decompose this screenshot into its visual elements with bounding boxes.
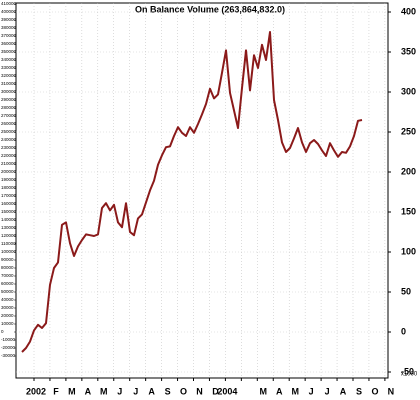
y-tick-label: 150000 xyxy=(1,209,17,214)
y-tick-label: 270000 xyxy=(1,113,17,118)
y2-tick-label: 0 xyxy=(401,326,406,336)
y-tick-label: 320000 xyxy=(1,73,17,78)
y-tick-label: 330000 xyxy=(1,65,17,70)
x-tick-label: J xyxy=(117,386,122,396)
y2-axis-label: x1000 xyxy=(401,372,418,378)
y-tick-label: 40000 xyxy=(1,297,14,302)
y-tick-label: 120000 xyxy=(1,233,17,238)
x-tick-label: M xyxy=(291,386,299,396)
y-tick-label: 220000 xyxy=(1,153,17,158)
y2-tick-label: 200 xyxy=(401,166,416,176)
y-tick-label: 210000 xyxy=(1,161,17,166)
y2-tick-label: 300 xyxy=(401,86,416,96)
y-tick-label: 20000 xyxy=(1,313,14,318)
x-tick-label: S xyxy=(356,386,362,396)
x-tick-label: J xyxy=(133,386,138,396)
y-tick-label: 30000 xyxy=(1,305,14,310)
y-tick-label: 230000 xyxy=(1,145,17,150)
x-tick-label: N xyxy=(196,386,203,396)
y-tick-label: 310000 xyxy=(1,81,17,86)
x-tick-label: O xyxy=(371,386,378,396)
x-tick-label: F xyxy=(53,386,59,396)
y-tick-label: 350000 xyxy=(1,49,17,54)
y-tick-label: 360000 xyxy=(1,41,17,46)
x-tick-label: 2002 xyxy=(26,386,46,396)
y-tick-label: 130000 xyxy=(1,225,17,230)
y-tick-label: 10000 xyxy=(1,321,14,326)
x-tick-label: S xyxy=(165,386,171,396)
x-tick-label: J xyxy=(309,386,314,396)
y-tick-label: 180000 xyxy=(1,185,17,190)
y-tick-label: 80000 xyxy=(1,265,14,270)
x-tick-label: 2004 xyxy=(217,386,237,396)
y-tick-label: 260000 xyxy=(1,121,17,126)
y-tick-label: -20000 xyxy=(1,345,16,350)
data-line xyxy=(21,31,363,353)
x-tick-label: D xyxy=(212,386,219,396)
x-tick-label: N xyxy=(388,386,395,396)
x-tick-label: M xyxy=(100,386,108,396)
x-tick-label: J xyxy=(325,386,330,396)
y2-tick-label: 100 xyxy=(401,246,416,256)
x-tick-label: M xyxy=(260,386,268,396)
y-tick-label: 240000 xyxy=(1,137,17,142)
y-tick-label: 90000 xyxy=(1,257,14,262)
plot-frame xyxy=(15,2,389,379)
y-tick-label: 300000 xyxy=(1,89,17,94)
x-tick-label: M xyxy=(68,386,76,396)
y-tick-label: 70000 xyxy=(1,273,14,278)
y-tick-label: 140000 xyxy=(1,217,17,222)
y-tick-label: 60000 xyxy=(1,281,14,286)
y-tick-label: 250000 xyxy=(1,129,17,134)
x-tick-label: A xyxy=(148,386,155,396)
y-tick-label: 160000 xyxy=(1,201,17,206)
y2-tick-label: 150 xyxy=(401,206,416,216)
y-tick-label: 170000 xyxy=(1,193,17,198)
y-tick-label: 290000 xyxy=(1,97,17,102)
y-tick-label: 190000 xyxy=(1,177,17,182)
y-tick-label: 370000 xyxy=(1,33,17,38)
y-tick-label: 110000 xyxy=(1,241,16,246)
y-tick-label: 0 xyxy=(1,329,4,334)
y-tick-label: -10000 xyxy=(1,337,16,342)
x-tick-label: A xyxy=(85,386,92,396)
y2-tick-label: 50 xyxy=(401,286,411,296)
y-tick-label: -30000 xyxy=(1,353,16,358)
y-tick-label: 280000 xyxy=(1,105,17,110)
y-tick-label: 410000 xyxy=(1,1,17,6)
y-tick-label: 50000 xyxy=(1,289,14,294)
y-tick-label: 390000 xyxy=(1,17,17,22)
x-tick-label: A xyxy=(276,386,283,396)
x-tick-label: O xyxy=(180,386,187,396)
y2-tick-label: 350 xyxy=(401,46,416,56)
y2-tick-label: -50 xyxy=(401,366,414,376)
y-tick-label: 400000 xyxy=(1,9,17,14)
y-tick-label: 100000 xyxy=(1,249,17,254)
x-tick-label: A xyxy=(340,386,347,396)
y-tick-label: 200000 xyxy=(1,169,17,174)
y2-tick-label: 400 xyxy=(401,6,416,16)
y-tick-label: 340000 xyxy=(1,57,17,62)
chart-title: On Balance Volume (263,864,832.0) xyxy=(135,4,285,14)
y-tick-label: 380000 xyxy=(1,25,17,30)
y2-tick-label: 250 xyxy=(401,126,416,136)
